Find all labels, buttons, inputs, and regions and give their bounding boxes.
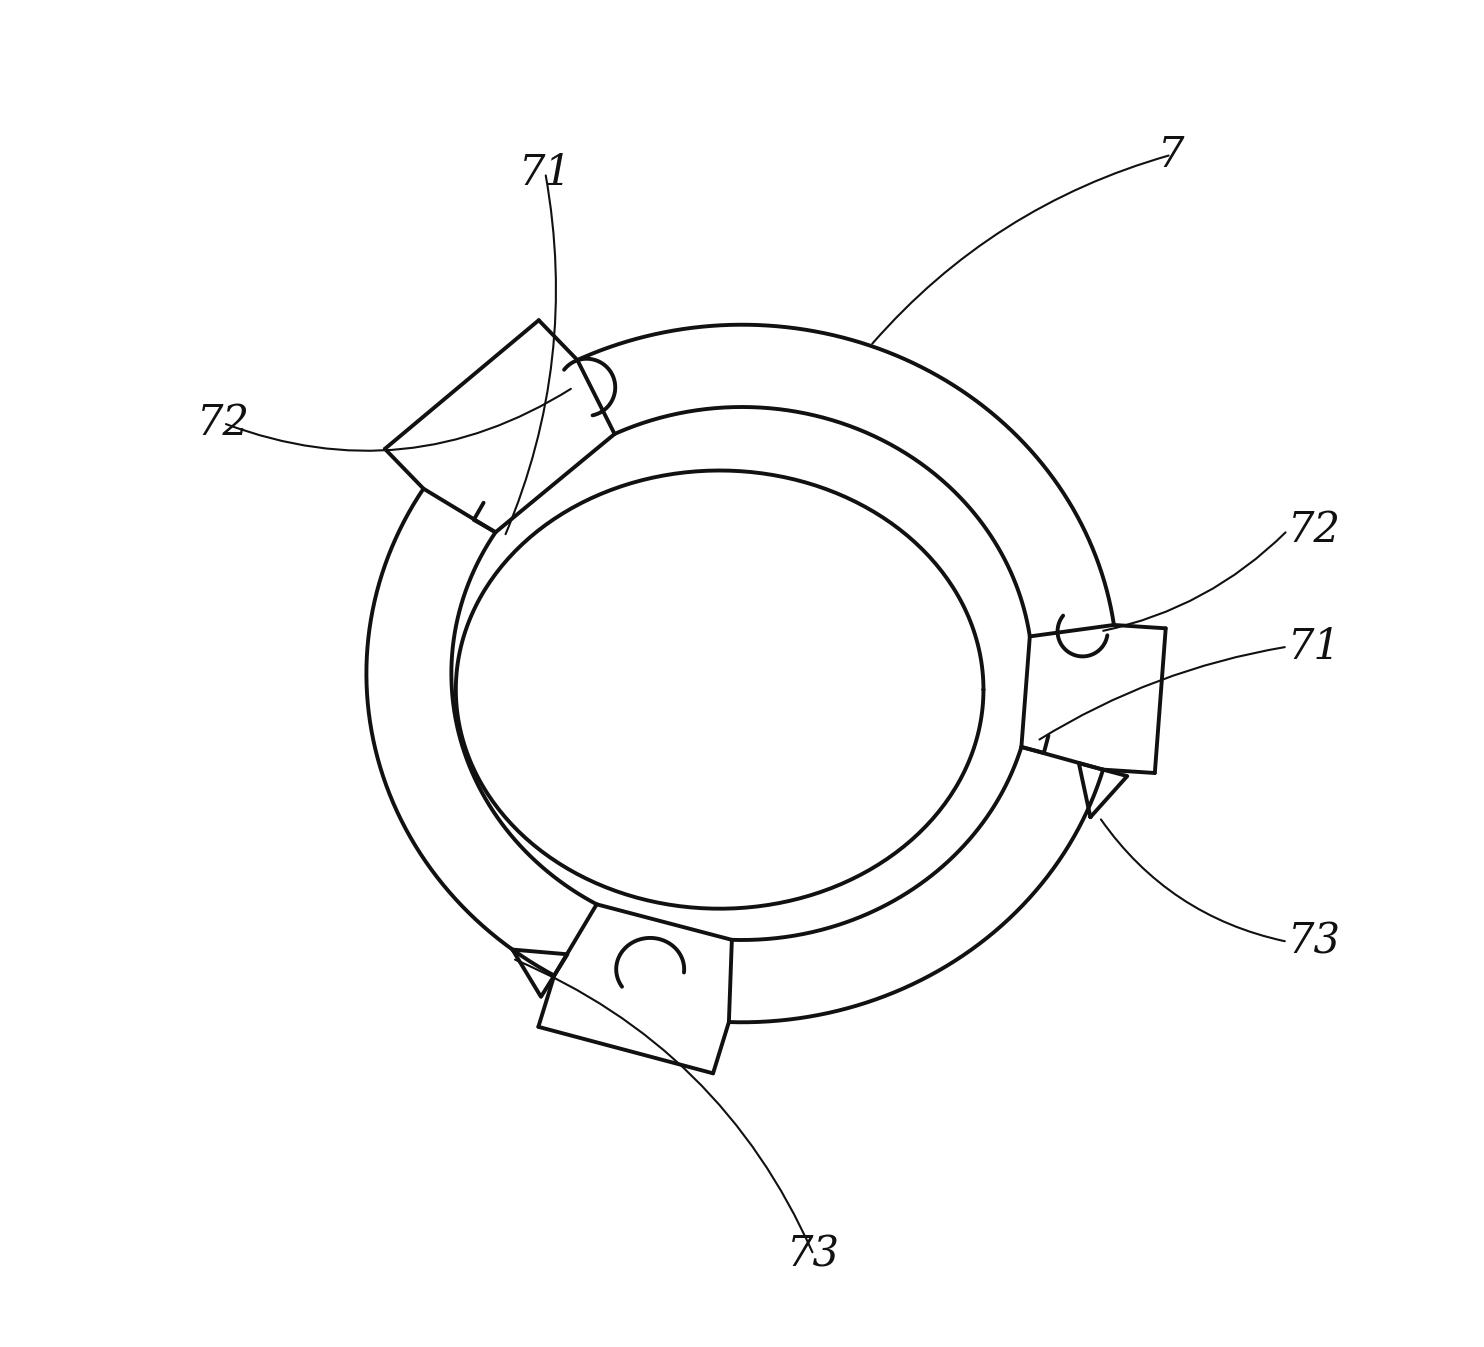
Text: 7: 7	[1158, 133, 1184, 176]
Text: 72: 72	[197, 403, 249, 445]
Text: 71: 71	[1288, 625, 1340, 668]
Text: 72: 72	[1288, 509, 1340, 551]
Text: 73: 73	[1288, 921, 1340, 963]
Text: 71: 71	[519, 152, 571, 194]
Text: 73: 73	[787, 1234, 840, 1276]
